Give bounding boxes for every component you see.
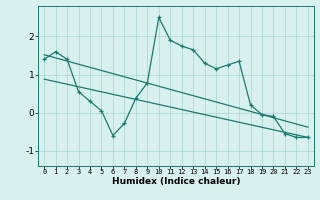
X-axis label: Humidex (Indice chaleur): Humidex (Indice chaleur) [112,177,240,186]
